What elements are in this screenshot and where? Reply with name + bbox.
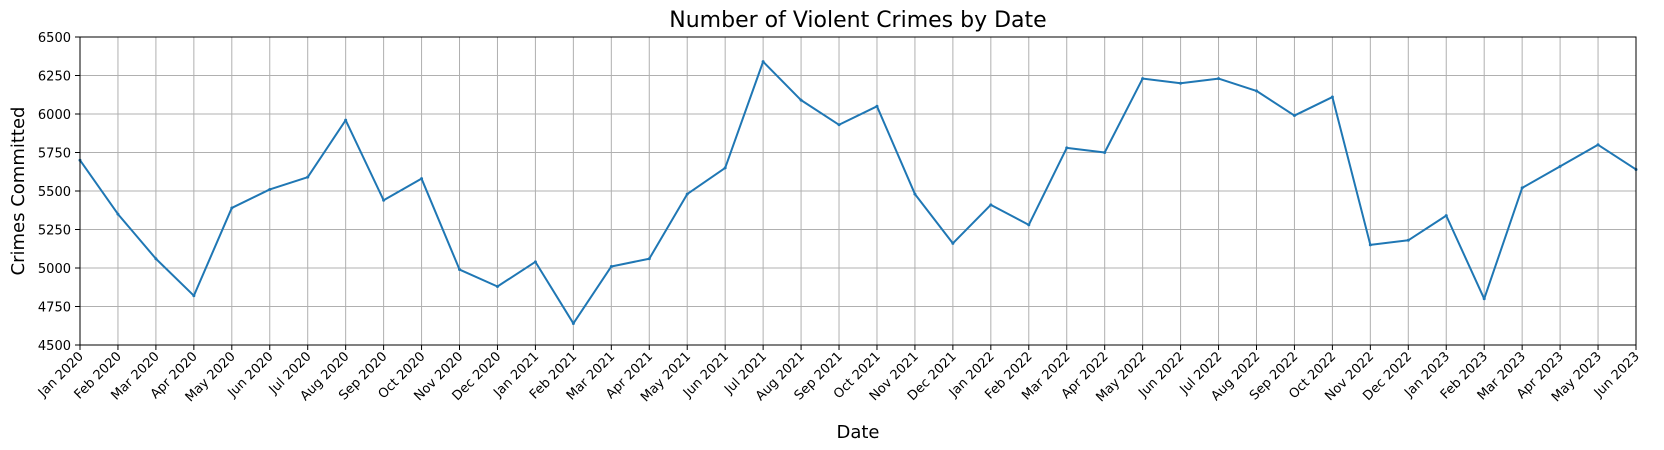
data-point [1179,81,1183,85]
data-point [951,241,955,245]
y-tick-label: 6000 [38,108,71,123]
x-axis-title: Date [836,422,879,443]
data-point [1406,238,1410,242]
data-point [192,294,196,298]
data-point [1444,214,1448,218]
data-point [1330,95,1334,99]
data-point [1141,77,1145,81]
y-tick-label: 5000 [38,262,71,277]
data-point [647,257,651,261]
data-point [1292,114,1296,118]
data-point [1482,297,1486,301]
data-point [1596,143,1600,147]
data-point [571,321,575,325]
data-point [1103,151,1107,154]
data-point [116,212,120,216]
data-point [495,284,499,288]
data-point [344,118,348,122]
y-tick-label: 4500 [38,339,71,354]
data-point [420,177,424,181]
data-point [1254,89,1258,93]
y-axis-title: Crimes Committed [8,107,29,276]
y-tick-label: 6500 [38,31,71,46]
data-point [609,264,613,268]
series-line [79,60,1637,325]
y-tick-label: 5250 [38,224,71,239]
data-point [1217,77,1221,81]
data-point [1520,186,1524,190]
data-point [761,60,765,64]
y-tick-label: 4750 [38,301,71,316]
data-point [989,203,993,207]
data-point [1558,164,1562,168]
y-axis: 4500 4750 5000 5250 5500 5750 6000 6250 6500 [38,31,80,354]
series-layer [78,60,1638,325]
y-tick-label: 5500 [38,185,71,200]
data-point [1027,223,1031,227]
data-point [1065,146,1069,150]
data-point [723,166,727,170]
data-point [875,104,879,108]
y-tick-label: 5750 [38,147,71,162]
data-point [306,175,310,179]
data-point [533,260,537,264]
data-point [1368,243,1372,247]
data-point [685,192,689,196]
data-point [230,206,234,210]
data-point [913,192,917,196]
data-point [154,257,158,261]
data-point [458,268,462,272]
data-point [268,187,272,191]
data-point [837,123,841,127]
data-point [799,98,803,102]
data-point [382,198,386,202]
y-tick-label: 6250 [38,70,71,85]
chart-title: Number of Violent Crimes by Date [669,8,1046,33]
